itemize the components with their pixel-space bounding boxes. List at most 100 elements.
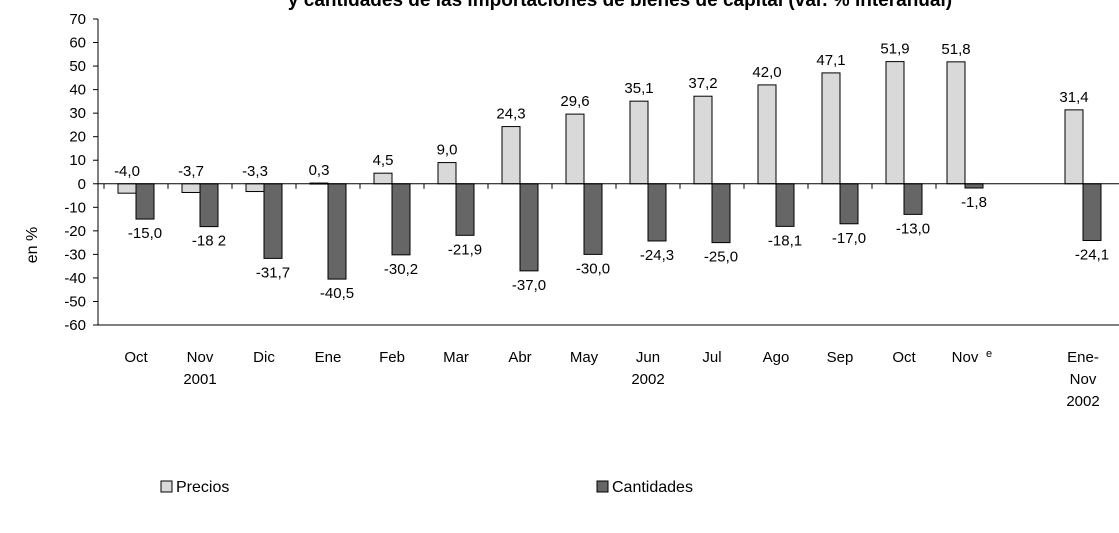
data-label-cantidades: -18 2: [192, 233, 226, 250]
bar-precios: [565, 113, 585, 185]
x-tick-superscript: e: [986, 348, 992, 360]
data-label-cantidades: -37,0: [512, 277, 546, 294]
data-label-cantidades: -30,0: [576, 260, 610, 277]
data-label-cantidades: -13,0: [896, 220, 930, 237]
data-label-precios: 31,4: [1059, 89, 1088, 106]
x-tick-label: Ago: [763, 349, 790, 366]
y-tick-label: 0: [78, 176, 86, 193]
data-label-precios: 47,1: [816, 52, 845, 69]
bar-cantidades: [263, 183, 283, 259]
bar-cantidades: [327, 183, 347, 280]
x-tick-label: Ene: [315, 349, 342, 366]
bar-cantidades: [903, 183, 923, 215]
y-tick-label: 60: [69, 35, 86, 52]
data-label-cantidades: -24,1: [1075, 246, 1109, 263]
x-tick-label: Mar: [443, 349, 469, 366]
bar-cantidades: [711, 183, 731, 244]
bar-precios: [181, 183, 201, 193]
x-tick-label: Dic: [253, 349, 275, 366]
data-label-precios: 35,1: [624, 80, 653, 97]
data-label-precios: 0,3: [309, 162, 330, 179]
x-tick-label: Feb: [379, 349, 405, 366]
data-label-cantidades: -24,3: [640, 247, 674, 264]
x-tick-label: 2001: [183, 371, 216, 388]
x-tick-label: Jul: [702, 349, 721, 366]
x-tick-label: Jun: [636, 349, 660, 366]
bar-precios: [693, 95, 713, 185]
x-axis-ticks: Oct Nov 2001 Dic Ene Feb Mar Abr May Jun 2002 Jul Ag…: [124, 348, 1099, 410]
data-label-precios: 29,6: [560, 93, 589, 110]
data-label-cantidades: -1,8: [961, 194, 987, 211]
data-label-precios: 24,3: [496, 106, 525, 123]
data-label-precios: 9,0: [437, 142, 458, 159]
legend-swatch-precios: [160, 480, 173, 493]
data-label-precios: 51,9: [880, 41, 909, 58]
data-label-precios: -3,3: [242, 163, 268, 180]
bar-cantidades: [519, 183, 539, 272]
data-labels-group: -4,0 -15,0 -3,7 -18 2 -3,3 -31,7 0,3 -40,5 4,5 -3…: [114, 41, 1109, 302]
bar-precios: [821, 72, 841, 185]
legend-label-precios: Precios: [176, 479, 229, 496]
bar-precios: [629, 100, 649, 185]
y-tick-label: 10: [69, 152, 86, 169]
chart-title: y cantidades de las importaciones de bie…: [288, 0, 952, 11]
y-tick-label: -30: [64, 246, 86, 263]
y-tick-label: 50: [69, 58, 86, 75]
y-tick-label: -50: [64, 293, 86, 310]
bar-precios: [245, 183, 265, 193]
x-tick-label: Nov: [952, 349, 979, 366]
data-label-cantidades: -17,0: [832, 230, 866, 247]
x-tick-label: Nov: [1070, 371, 1097, 388]
data-label-precios: 42,0: [752, 64, 781, 81]
bar-cantidades: [583, 183, 603, 255]
data-label-precios: 51,8: [941, 41, 970, 58]
bar-cantidades: [839, 183, 859, 225]
data-label-cantidades: -30,2: [384, 261, 418, 278]
bar-precios: [373, 172, 393, 185]
bar-precios: [946, 61, 966, 185]
bar-precios: [117, 183, 137, 194]
axes-group: [97, 19, 1119, 326]
y-tick-label: -60: [64, 317, 86, 334]
x-tick-label: Sep: [827, 349, 854, 366]
y-tick-label: 40: [69, 82, 86, 99]
bar-precios: [501, 126, 521, 185]
data-label-cantidades: -18,1: [768, 232, 802, 249]
data-label-precios: 37,2: [688, 75, 717, 92]
data-label-precios: 4,5: [373, 152, 394, 169]
x-tick-label: Nov: [187, 349, 214, 366]
bar-cantidades: [199, 183, 219, 228]
bar-cantidades: [391, 183, 411, 256]
x-tick-label: May: [570, 349, 599, 366]
y-tick-label: -20: [64, 223, 86, 240]
bar-precios: [757, 84, 777, 185]
x-tick-label: Ene-: [1067, 349, 1099, 366]
y-axis-label: en %: [24, 227, 41, 263]
y-axis-ticks: 70 60 50 40 30 20 10 0 -10 -20 -30 -40 -50 -60: [64, 11, 98, 334]
data-label-cantidades: -15,0: [128, 225, 162, 242]
x-tick-label: 2002: [631, 371, 664, 388]
y-tick-label: 30: [69, 105, 86, 122]
legend: Precios Cantidades: [160, 479, 693, 496]
x-tick-label: Oct: [124, 349, 148, 366]
data-label-cantidades: -21,9: [448, 241, 482, 258]
data-label-cantidades: -25,0: [704, 249, 738, 266]
bar-cantidades: [647, 183, 667, 242]
bar-cantidades: [455, 183, 475, 236]
x-tick-label: 2002: [1066, 393, 1099, 410]
legend-swatch-cantidades: [596, 480, 609, 493]
data-label-precios: -4,0: [114, 163, 140, 180]
bar-precios: [437, 162, 457, 185]
bar-cantidades: [775, 183, 795, 227]
y-tick-label: 70: [69, 11, 86, 28]
bar-cantidades: [964, 183, 984, 189]
bar-precios: [1064, 109, 1084, 185]
data-label-cantidades: -31,7: [256, 264, 290, 281]
x-tick-label: Oct: [892, 349, 916, 366]
y-tick-label: -40: [64, 270, 86, 287]
data-label-precios: -3,7: [178, 163, 204, 180]
y-tick-label: 20: [69, 129, 86, 146]
data-label-cantidades: -40,5: [320, 285, 354, 302]
bar-cantidades: [135, 183, 155, 220]
